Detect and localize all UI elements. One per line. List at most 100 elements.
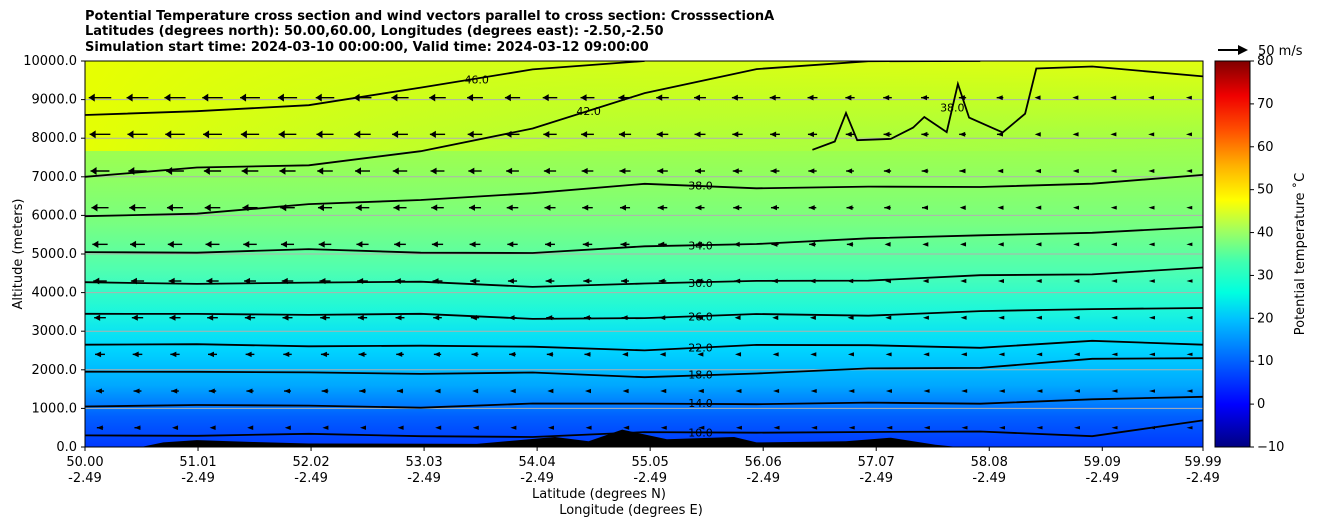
wind-vector-head [246,388,253,394]
x-axis-label-latitude: Latitude (degrees N) [532,487,666,502]
wind-vector-head [283,351,290,358]
wind-vector-head [204,204,211,212]
wind-vector-head [245,351,252,358]
wind-vector-head [321,388,328,394]
wind-vector-head [354,167,361,175]
contour-line [85,419,1203,438]
x-axis-label-longitude: Longitude (degrees E) [559,503,703,518]
wind-vector-head [397,425,404,430]
wind-vector-head [1186,426,1193,430]
wind-vector-head [694,94,701,101]
wind-vector-head [885,315,892,320]
wind-vector-head [279,167,286,175]
wind-vector-head [922,315,929,320]
colorbar-tick-label: 10 [1257,354,1274,369]
wind-vector-head [960,315,967,320]
wind-vector-head [431,204,438,211]
contour-label: 18.0 [688,369,713,382]
x-tick-label-lon: -2.49 [1186,471,1220,486]
wind-vector-head [698,425,705,430]
x-tick-label-lon: -2.49 [407,471,441,486]
wind-vector-head [959,131,966,137]
y-tick-label: 4000.0 [32,286,78,301]
wind-vector-head [544,204,551,211]
wind-vector-head [468,204,475,211]
y-tick-label: 5000.0 [32,247,78,262]
wind-vector-head [543,167,550,175]
wind-vector-head [885,352,892,357]
x-tick-label-lat: 52.02 [292,455,329,470]
y-axis-label: Altitude (meters) [11,199,26,310]
colorbar-tick-label: 70 [1257,97,1274,112]
wind-vector-head [165,130,172,139]
wind-vector-head [770,168,777,174]
wind-vector-head [277,93,284,102]
wind-vector-head [209,425,216,430]
colorbar-tick-label: 20 [1257,311,1274,326]
wind-vector-head [132,351,139,358]
wind-vector-head [997,205,1004,210]
wind-vector-head [315,93,322,102]
y-tick-label: 9000.0 [32,93,78,108]
wind-vector-head [247,425,254,430]
wind-vector-head [206,277,213,285]
contour-label: 22.0 [688,342,713,355]
wind-vector-head [923,352,930,357]
chart-title-line-1: Potential Temperature cross section and … [85,9,775,24]
wind-vector-head [322,425,329,430]
wind-vector-head [467,93,474,102]
wind-vector-head [1034,95,1041,100]
wind-vector-head [1148,242,1155,247]
wind-vector-head [320,351,327,357]
colorbar-tick-label: 80 [1257,54,1274,69]
colorbar-tick-label: 50 [1257,183,1274,198]
wind-vector-head [622,352,629,357]
wind-vector-head [1186,169,1193,173]
chart-title-line-2: Latitudes (degrees north): 50.00,60.00, … [85,24,664,39]
y-tick-label: 1000.0 [32,401,78,416]
wind-vector-head [169,314,176,321]
wind-vector-head [811,425,818,430]
wind-vector-head [845,131,852,138]
wind-vector-head [504,94,511,102]
wind-vector-head [129,203,136,212]
terrain-silhouette [140,429,958,447]
wind-vector-head [393,204,400,211]
wind-vector-head [660,388,667,394]
wind-vector-head [694,168,701,174]
wind-vector-head [510,425,517,430]
wind-vector-head [581,167,588,175]
wind-vector-head [999,425,1005,430]
contour-lines: 10.0 14.0 18.0 22.0 26.0 30.0 34.0 38.0 42.0 46.0… [85,61,1203,439]
wind-vectors [88,93,1193,431]
wind-vector-head [731,94,738,101]
wind-vector-head [356,241,363,248]
wind-vector-head [580,94,587,102]
wind-vector-head [848,425,855,430]
wind-vector-head [922,242,929,247]
x-axis-ticks: 50.00-2.4951.01-2.4952.02-2.4953.03-2.49… [66,447,1222,486]
wind-vector-head [998,278,1005,284]
wind-vector-head [240,93,247,102]
wind-vector-head [734,315,741,321]
wind-vector-head [959,168,966,174]
wind-vector-head [1148,315,1155,320]
wind-vector-head [134,425,141,431]
contour-label: 34.0 [688,239,713,252]
wind-vector-head [435,425,442,430]
wind-vector-head [998,389,1005,393]
wind-vector-head [996,131,1003,137]
contour-label: 10.0 [688,426,713,439]
wind-vector-head [545,241,552,248]
wind-vector-head [396,351,403,357]
x-tick-label-lon: -2.49 [633,471,667,486]
colorbar-tick-label: 60 [1257,140,1274,155]
wind-vector-head [886,425,893,430]
wind-vector-head [772,315,779,320]
wind-vector-head [280,241,287,248]
wind-vector-head [618,131,625,138]
wind-vector-head [885,389,892,393]
x-tick-label-lat: 59.09 [1084,455,1121,470]
wind-vector-head [509,388,516,394]
wind-vector-head [395,314,402,321]
